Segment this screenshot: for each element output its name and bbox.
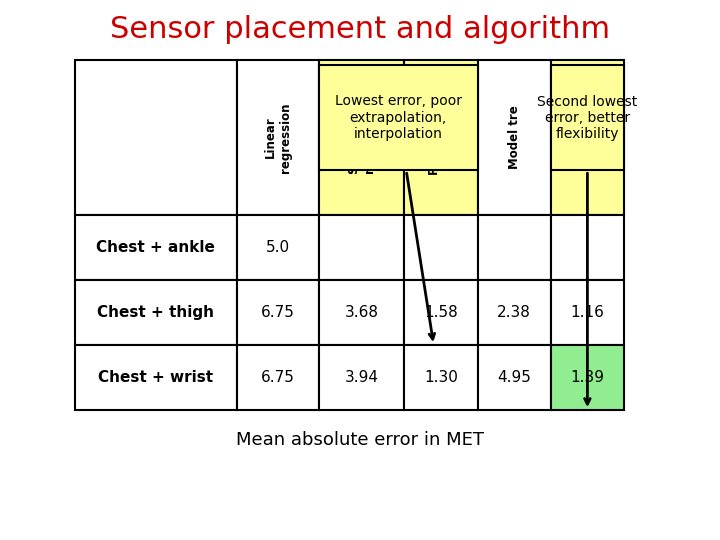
Bar	[551, 65, 624, 171]
Bar	[405, 60, 477, 215]
Bar	[551, 215, 624, 280]
Bar	[319, 280, 405, 345]
Bar	[237, 345, 319, 410]
Bar	[237, 280, 319, 345]
Bar	[237, 215, 319, 280]
Bar	[477, 345, 551, 410]
Text: 2.38: 2.38	[498, 305, 531, 320]
Text: 1.58: 1.58	[424, 305, 458, 320]
Bar	[237, 60, 319, 215]
Bar	[319, 345, 405, 410]
Text: 3.68: 3.68	[345, 305, 379, 320]
Text: Chest + wrist: Chest + wrist	[98, 370, 213, 385]
Bar	[405, 215, 477, 280]
Text: 4.95: 4.95	[498, 370, 531, 385]
Bar	[319, 215, 405, 280]
Bar	[477, 60, 551, 215]
Text: Chest + thigh: Chest + thigh	[97, 305, 215, 320]
Text: 6.75: 6.75	[261, 370, 294, 385]
Text: Second lowest
error, better
flexibility: Second lowest error, better flexibility	[537, 94, 637, 141]
Text: 6.75: 6.75	[261, 305, 294, 320]
Text: Neural
network: Neural network	[573, 110, 601, 165]
Bar	[319, 60, 405, 215]
Bar	[477, 280, 551, 345]
Text: Linear
regression: Linear regression	[264, 102, 292, 173]
Text: Lowest error, poor
extrapolation,
interpolation: Lowest error, poor extrapolation, interp…	[335, 94, 462, 141]
Text: Mean absolute error in MET: Mean absolute error in MET	[236, 431, 484, 449]
Text: Chest + ankle: Chest + ankle	[96, 240, 215, 255]
Text: Model tre: Model tre	[508, 106, 521, 170]
Bar	[75, 280, 237, 345]
Bar	[551, 345, 624, 410]
Text: 1.16: 1.16	[570, 305, 604, 320]
Text: 5.0: 5.0	[266, 240, 290, 255]
Text: 1.30: 1.30	[424, 370, 458, 385]
Text: 3.94: 3.94	[345, 370, 379, 385]
Text: 1.39: 1.39	[570, 370, 604, 385]
Text: Regression
tree: Regression tree	[427, 100, 455, 174]
Text: Support ve
regression: Support ve regression	[348, 101, 376, 174]
Bar	[405, 345, 477, 410]
Text: Sensor placement and algorithm: Sensor placement and algorithm	[110, 16, 610, 44]
Bar	[551, 60, 624, 215]
Bar	[551, 280, 624, 345]
Bar	[405, 280, 477, 345]
Bar	[75, 215, 237, 280]
Bar	[319, 65, 477, 171]
Bar	[75, 345, 237, 410]
Bar	[75, 60, 237, 215]
Bar	[477, 215, 551, 280]
